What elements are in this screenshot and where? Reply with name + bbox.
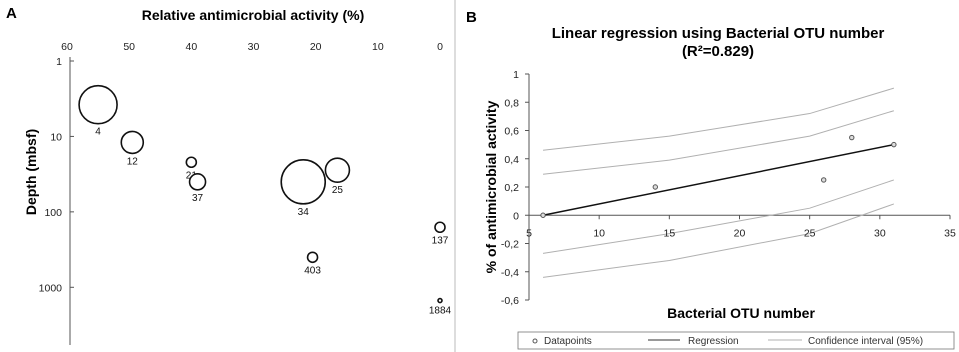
panel-b-letter: B [466, 9, 477, 26]
datapoint [849, 134, 855, 141]
chart-b-x-tick-label: 10 [593, 227, 605, 239]
ci-line-lower-inner [542, 179, 895, 254]
chart-a-x-tick-label: 10 [372, 41, 384, 53]
bubble-point [280, 159, 327, 205]
chart-b-datapoints [540, 134, 897, 218]
chart-a-x-tick-label: 60 [61, 41, 73, 53]
chart-a-x-tick-label: 30 [248, 41, 260, 53]
chart-a-y-ticks: 1 10 100 1000 [39, 56, 74, 294]
chart-a-y-tick-label: 1000 [39, 282, 63, 294]
chart-b-y-tick-label: 0,8 [504, 97, 519, 109]
chart-a-x-tick-label: 40 [185, 41, 197, 53]
chart-b-x-tick-label: 20 [734, 227, 746, 239]
chart-a-y-tick-label: 10 [50, 131, 62, 143]
datapoint [821, 177, 827, 183]
chart-b-title: Linear regression using Bacterial OTU nu… [552, 25, 885, 42]
datapoint [652, 184, 658, 190]
ci-line-upper-inner [542, 110, 895, 175]
ci-line-upper-outer [542, 87, 895, 151]
chart-b-y-tick-label: 0,6 [504, 126, 519, 138]
chart-b-xlabel: Bacterial OTU number [667, 305, 815, 321]
bubble-label: 4 [95, 127, 101, 138]
chart-b-y-tick-label: 1 [513, 69, 519, 81]
panel-b: B Linear regression using Bacterial OTU … [466, 9, 956, 350]
chart-b-confidence-lines [542, 87, 895, 278]
regression-line [542, 143, 895, 216]
legend-regression: Regression [688, 336, 739, 347]
chart-b-x-tick-label: 30 [874, 227, 886, 239]
panel-a: A Relative antimicrobial activity (%) De… [6, 5, 452, 345]
chart-b-y-tick-label: -0,6 [501, 295, 519, 307]
chart-b-legend: Datapoints Regression Confidence interva… [517, 331, 955, 350]
chart-b-regression [542, 143, 895, 216]
chart-a-x-tick-label: 0 [437, 41, 443, 53]
bubble-label: 12 [127, 156, 139, 167]
chart-b-subtitle: (R²=0.829) [682, 43, 754, 60]
datapoint [891, 141, 897, 148]
chart-b-x-tick-label: 35 [944, 227, 956, 239]
chart-a-y-tick-label: 100 [44, 207, 62, 219]
bubble-label: 25 [332, 185, 344, 196]
chart-a-y-tick-label: 1 [56, 56, 62, 68]
legend-datapoints: Datapoints [544, 336, 592, 347]
legend-confidence-interval: Confidence interval (95%) [808, 336, 923, 347]
bubble-point [188, 173, 207, 191]
chart-b-y-tick-label: -0,4 [501, 267, 519, 279]
bubble-point [306, 251, 319, 264]
bubble-label: 403 [304, 265, 321, 276]
bubble-point [78, 84, 118, 125]
bubble-label: 137 [432, 235, 449, 246]
chart-b-y-tick-label: 0,2 [504, 182, 519, 194]
legend-box [517, 331, 955, 350]
chart-a-bubbles: 412213734254031371884 [78, 84, 452, 317]
bubble-point [437, 297, 443, 304]
chart-b-y-tick-label: -0,2 [501, 239, 519, 251]
chart-b-x-tick-label: 25 [804, 227, 816, 239]
bubble-point [120, 130, 145, 155]
chart-b-ylabel: % of antimicrobial activity [483, 100, 499, 273]
datapoint [540, 212, 546, 218]
ci-line-lower-outer [542, 203, 895, 278]
chart-b-y-tick-label: 0,4 [504, 154, 519, 166]
bubble-label: 34 [298, 207, 310, 218]
chart-a-x-tick-label: 50 [123, 41, 135, 53]
bubble-label: 37 [192, 193, 204, 204]
chart-b-x-tick-label: 5 [526, 227, 532, 239]
chart-b-x-tick-label: 15 [663, 227, 675, 239]
bubble-label: 1884 [429, 306, 452, 317]
legend-datapoint-marker [532, 338, 538, 344]
bubble-point [185, 156, 198, 169]
chart-a-ylabel: Depth (mbsf) [23, 129, 39, 215]
bubble-point [324, 157, 351, 183]
chart-b-y-tick-label: 0 [513, 210, 519, 222]
chart-a-x-ticks: 60 50 40 30 20 10 0 [61, 41, 443, 53]
chart-b-y-ticks: -0,6 -0,4 -0,2 0 0,2 0,4 0,6 0,8 1 [501, 69, 529, 307]
chart-a-x-tick-label: 20 [310, 41, 322, 53]
bubble-point [434, 221, 446, 234]
chart-b-x-ticks: 5 10 15 20 25 30 35 [526, 215, 956, 239]
chart-a-xlabel: Relative antimicrobial activity (%) [142, 7, 365, 23]
panel-a-letter: A [6, 5, 17, 22]
